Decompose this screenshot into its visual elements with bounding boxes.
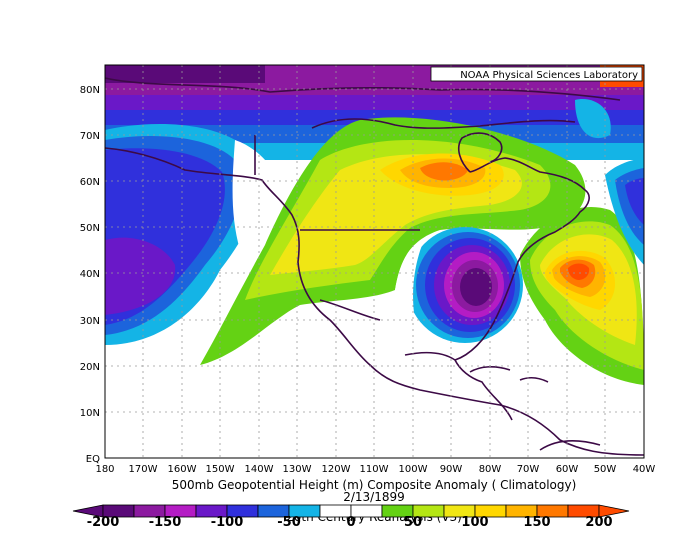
cb-label-150: 150 xyxy=(523,515,550,530)
colorbar-swatch xyxy=(350,504,383,518)
atlantic-ridge-core xyxy=(568,263,590,280)
us-mexico-border xyxy=(319,299,381,321)
lat-label-80n: 80N xyxy=(80,85,100,96)
lon-label-180: 180 xyxy=(95,464,114,475)
credit-box xyxy=(430,66,643,82)
lat-label-20n: 20N xyxy=(80,362,100,373)
gulf-coast xyxy=(404,351,513,421)
colorbar-right-arrow xyxy=(598,504,630,518)
south-america-coast xyxy=(539,440,601,451)
cb-label-neg50: -50 xyxy=(277,515,301,530)
pacific-coast xyxy=(105,147,644,456)
lon-label-130w: 130W xyxy=(283,464,312,475)
lon-label-70w: 70W xyxy=(517,464,540,475)
pacific-trough-inner xyxy=(105,237,176,315)
cb-label-neg100: -100 xyxy=(211,515,244,530)
cb-label-100: 100 xyxy=(461,515,488,530)
cb-label-200: 200 xyxy=(585,515,612,530)
cb-label-neg200: -200 xyxy=(87,515,120,530)
cb-label-50: 50 xyxy=(404,515,422,530)
greenland-pocket xyxy=(575,99,611,139)
coastlines xyxy=(105,77,644,456)
lon-label-40w: 40W xyxy=(633,464,656,475)
longitude-labels: 180 170W 160W 150W 140W 130W 120W 110W 1… xyxy=(95,464,655,475)
colorbar-tick-labels: -200 -150 -100 -50 0 50 100 150 200 xyxy=(87,515,613,530)
map-frame xyxy=(104,64,645,459)
lon-label-80w: 80W xyxy=(479,464,502,475)
neutral-gap-central xyxy=(395,238,425,320)
lon-label-90w: 90W xyxy=(440,464,463,475)
lon-label-160w: 160W xyxy=(168,464,197,475)
caption-date: 2/13/1899 xyxy=(343,490,405,504)
neutral-gap-west xyxy=(232,140,283,250)
cuba xyxy=(469,366,511,373)
cb-label-neg150: -150 xyxy=(149,515,182,530)
trough-core xyxy=(460,268,492,306)
lat-label-70n: 70N xyxy=(80,131,100,142)
lon-label-60w: 60W xyxy=(556,464,579,475)
caption-title: 500mb Geopotential Height (m) Composite … xyxy=(172,478,577,492)
lat-label-60n: 60N xyxy=(80,177,100,188)
ridge-orange xyxy=(420,162,468,181)
lat-label-50n: 50N xyxy=(80,223,100,234)
lon-label-120w: 120W xyxy=(322,464,351,475)
lon-label-100w: 100W xyxy=(399,464,428,475)
hispaniola xyxy=(519,377,549,383)
latitude-labels: 80N 70N 60N 50N 40N 30N 20N 10N EQ xyxy=(80,85,100,465)
ne-trough-indigo xyxy=(625,178,644,225)
arctic-islands xyxy=(105,77,621,101)
arctic-band-deep-purple xyxy=(105,65,265,83)
credit-text: NOAA Physical Sciences Laboratory xyxy=(460,70,638,81)
lat-label-30n: 30N xyxy=(80,316,100,327)
lat-label-40n: 40N xyxy=(80,269,100,280)
arctic-coast xyxy=(311,118,576,129)
lon-label-110w: 110W xyxy=(360,464,389,475)
lon-label-150w: 150W xyxy=(206,464,235,475)
hudson-bay xyxy=(458,132,503,173)
colorbar xyxy=(72,504,630,518)
lon-label-50w: 50W xyxy=(594,464,617,475)
lon-label-170w: 170W xyxy=(129,464,158,475)
atlantic-coast xyxy=(454,157,590,361)
cb-label-0: 0 xyxy=(346,515,355,530)
lon-label-140w: 140W xyxy=(245,464,274,475)
lat-label-10n: 10N xyxy=(80,408,100,419)
lat-label-eq: EQ xyxy=(86,454,100,465)
